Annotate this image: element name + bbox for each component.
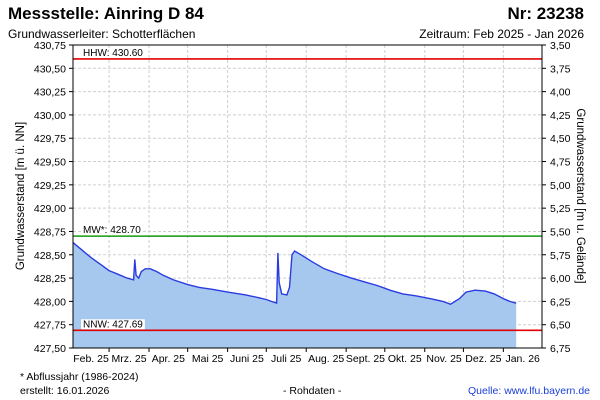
y-tick-label-left: 429,50 (34, 157, 66, 169)
y-tick-label-left: 428,25 (34, 273, 66, 285)
y-axis-left: 427,50 427,75 428,00 428,25 428,50 428,75 429,… (34, 40, 66, 355)
y-tick-label-right: 3,50 (550, 40, 571, 52)
x-tick-label: Feb. 25 (73, 353, 109, 365)
y-tick-label-left: 430,75 (34, 40, 66, 52)
reference-label-bg (81, 319, 145, 330)
series-area (73, 242, 517, 348)
y-tick-label-right: 4,50 (550, 133, 571, 145)
y-tick-label-right: 6,00 (550, 273, 571, 285)
y-tick-label-left: 428,50 (34, 250, 66, 262)
x-tick-label: Nov. 25 (426, 353, 462, 365)
x-tick-label: Juni 25 (230, 353, 264, 365)
reference-labels: HHW: 430.60 MW*: 428.70 NNW: 427.69 (81, 47, 145, 330)
raw-data-label: - Rohdaten - (283, 385, 342, 397)
y-tick-label-left: 429,25 (34, 180, 66, 192)
footnote: * Abflussjahr (1986-2024) (20, 371, 139, 383)
y-tick-label-right: 4,75 (550, 157, 571, 169)
y-tick-label-right: 5,75 (550, 250, 571, 262)
x-tick-label: Dez. 25 (465, 353, 501, 365)
y-tick-label-left: 428,75 (34, 226, 66, 238)
y-tick-label-left: 429,00 (34, 203, 66, 215)
source-label: Quelle: (468, 385, 502, 397)
x-tick-label: Okt. 25 (388, 353, 422, 365)
reference-label: NNW: 427.69 (83, 319, 143, 330)
reference-lines (73, 58, 542, 332)
y-tick-label-left: 430,25 (34, 87, 66, 99)
y-tick-label-left: 427,75 (34, 320, 66, 332)
y-tick-label-right: 6,25 (550, 296, 571, 308)
y-tick-label-left: 430,50 (34, 63, 66, 75)
created-date: erstellt: 16.01.2026 (20, 385, 110, 397)
y-tick-label-right: 6,50 (550, 320, 571, 332)
y-tick-label-right: 5,00 (550, 180, 571, 192)
y-tick-label-right: 4,00 (550, 87, 571, 99)
y-tick-label-left: 429,75 (34, 133, 66, 145)
y-tick-label-right: 4,25 (550, 110, 571, 122)
y-tick-label-right: 5,50 (550, 226, 571, 238)
reference-label: HHW: 430.60 (83, 48, 143, 59)
series-line (72, 242, 517, 305)
station-number: Nr: 23238 (507, 4, 584, 23)
x-tick-label: Apr. 25 (152, 353, 185, 365)
reference-label-bg (81, 47, 145, 58)
groundwater-chart: HHW: 430.60 MW*: 428.70 NNW: 427.69 427,50… (15, 40, 586, 365)
reference-label-bg (81, 225, 143, 236)
y-tick-label-left: 427,50 (34, 343, 66, 355)
aquifer-label: Grundwasserleiter: Schotterflächen (8, 27, 196, 41)
x-tick-label: Aug. 25 (308, 353, 344, 365)
y-axis-left-title: Grundwasserstand [m ü. NN] (15, 122, 27, 270)
station-title: Messstelle: Ainring D 84 (8, 4, 204, 23)
x-tick-label: Sept. 25 (346, 353, 385, 365)
source: Quelle: www.lfu.bayern.de (468, 385, 590, 397)
x-tick-label: Mai 25 (192, 353, 224, 365)
x-axis: Feb. 25 Mrz. 25 Apr. 25 Mai 25 Juni 25 Juli 2… (73, 353, 540, 365)
y-tick-label-left: 430,00 (34, 110, 66, 122)
plot-frame (72, 44, 543, 349)
x-tick-label: Jan. 26 (505, 353, 540, 365)
source-link[interactable]: www.lfu.bayern.de (504, 385, 590, 397)
x-tick-label: Juli 25 (271, 353, 302, 365)
y-tick-label-right: 3,75 (550, 63, 571, 75)
y-tick-label-left: 428,00 (34, 296, 66, 308)
y-axis-right-title: Grundwasserstand [m u. Gelände] (574, 108, 586, 283)
y-tick-label-right: 6,75 (550, 343, 571, 355)
period-label: Zeitraum: Feb 2025 - Jan 2026 (419, 27, 584, 41)
x-tick-label: Mrz. 25 (112, 353, 147, 365)
y-axis-right: 6,75 6,50 6,25 6,00 5,75 5,50 5,25 5,00 4,75 4,50… (550, 40, 571, 355)
y-tick-label-right: 5,25 (550, 203, 571, 215)
reference-label: MW*: 428.70 (83, 225, 141, 236)
